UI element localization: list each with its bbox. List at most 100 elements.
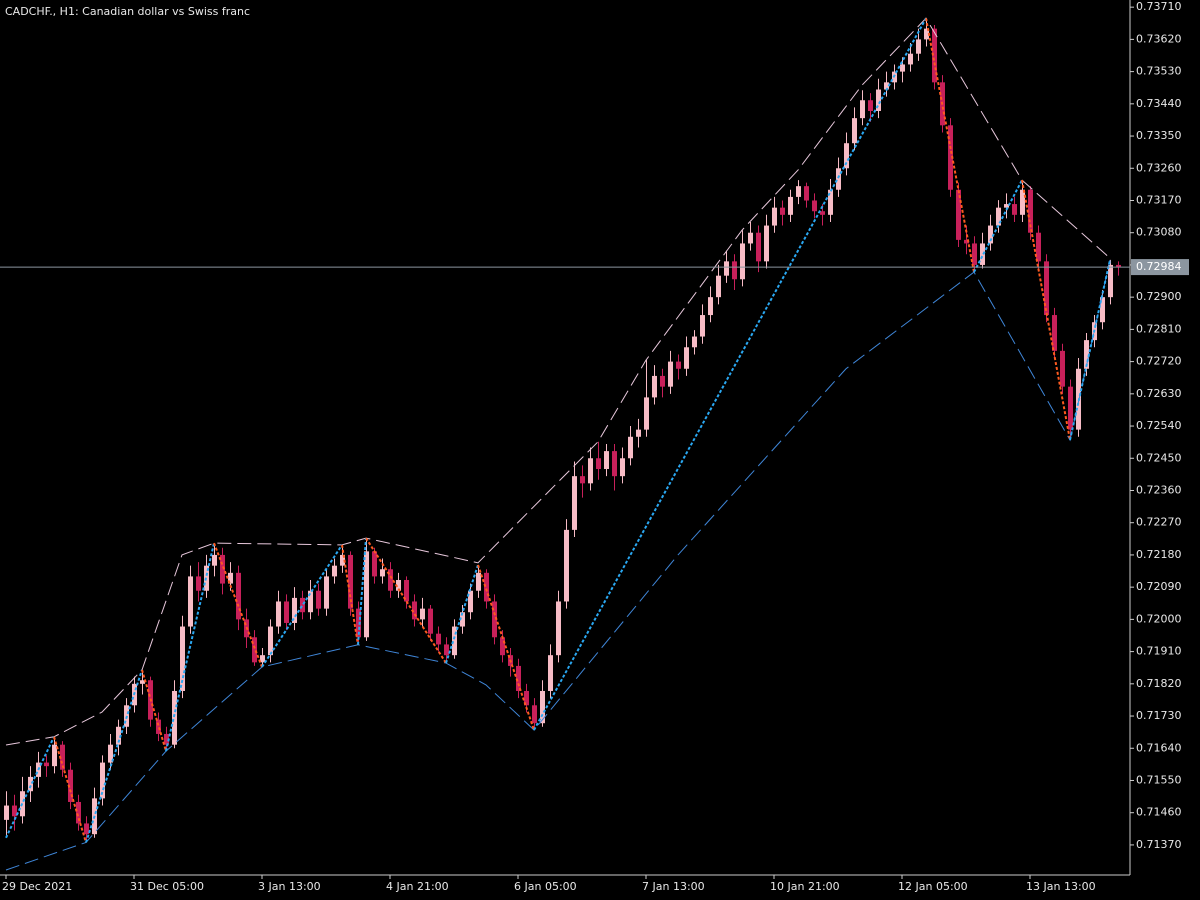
candle-body <box>276 601 281 627</box>
candle-body <box>1108 264 1113 298</box>
candle-body <box>340 554 345 566</box>
candle-body <box>724 261 729 276</box>
candle-body <box>532 705 537 724</box>
candle-body <box>844 143 849 169</box>
candle-body <box>228 572 233 584</box>
bid-label-box <box>1131 259 1189 276</box>
candle-body <box>1004 204 1009 208</box>
candle-body <box>364 551 369 638</box>
candle-body <box>956 189 961 240</box>
candle-body <box>1028 189 1033 233</box>
y-tick-label: 0.71730 <box>1136 709 1182 722</box>
candle-body <box>380 569 385 577</box>
candle-body <box>1116 264 1121 268</box>
x-tick-label: 7 Jan 13:00 <box>642 880 705 893</box>
candle-body <box>180 626 185 691</box>
candle-body <box>116 726 121 745</box>
candle-body <box>172 690 177 745</box>
bid-label: 0.72984 <box>1136 260 1182 273</box>
y-tick-label: 0.73170 <box>1136 193 1182 206</box>
candle-body <box>564 529 569 602</box>
candle-body <box>852 118 857 144</box>
candle-body <box>468 590 473 613</box>
candle-body <box>772 207 777 226</box>
candle-body <box>156 719 161 734</box>
candle-body <box>428 608 433 634</box>
y-tick-label: 0.72270 <box>1136 516 1182 529</box>
candle-body <box>820 211 825 215</box>
y-tick-label: 0.72360 <box>1136 483 1182 496</box>
candle-body <box>900 64 905 72</box>
candle-body <box>980 243 985 265</box>
y-tick-label: 0.72540 <box>1136 419 1182 432</box>
candle-body <box>540 690 545 724</box>
candle-body <box>108 744 113 763</box>
candle-body <box>76 801 81 824</box>
candle-body <box>740 243 745 280</box>
candle-body <box>404 579 409 602</box>
candle-body <box>476 572 481 591</box>
y-tick-label: 0.72900 <box>1136 290 1182 303</box>
candle-body <box>212 554 217 566</box>
candle-body <box>756 232 761 262</box>
x-tick-label: 31 Dec 05:00 <box>130 880 204 893</box>
candle-body <box>516 665 521 691</box>
candle-body <box>804 186 809 201</box>
chart-title: CADCHF., H1: Canadian dollar vs Swiss fr… <box>5 5 250 18</box>
candle-body <box>868 100 873 111</box>
candle-body <box>884 82 889 90</box>
y-tick-label: 0.73530 <box>1136 65 1182 78</box>
zigzag-segment <box>445 564 479 664</box>
candle-body <box>140 680 145 684</box>
y-tick-label: 0.72630 <box>1136 387 1182 400</box>
candle-body <box>700 315 705 337</box>
candle-body <box>492 601 497 638</box>
candle-body <box>732 261 737 280</box>
candle-body <box>332 565 337 577</box>
y-tick-label: 0.72810 <box>1136 322 1182 335</box>
candle-body <box>420 608 425 620</box>
y-tick-label: 0.73440 <box>1136 97 1182 110</box>
zigzag-segment <box>85 669 143 843</box>
y-tick-label: 0.73710 <box>1136 0 1182 13</box>
zigzag-segment <box>357 538 367 645</box>
candle-body <box>460 612 465 627</box>
candle-body <box>396 579 401 591</box>
candle-body <box>252 637 257 663</box>
candle-body <box>52 744 57 767</box>
candle-body <box>1012 204 1017 215</box>
zigzag-segment <box>341 544 359 645</box>
candle-body <box>908 53 913 65</box>
candle-body <box>316 590 321 609</box>
zigzag-segment <box>1021 179 1071 441</box>
y-tick-label: 0.72720 <box>1136 355 1182 368</box>
candle-body <box>580 476 585 484</box>
candle-body <box>308 590 313 613</box>
y-tick-label: 0.73350 <box>1136 129 1182 142</box>
candle-body <box>988 225 993 244</box>
y-tick-label: 0.72000 <box>1136 612 1182 625</box>
candle-body <box>500 637 505 656</box>
candle-body <box>652 375 657 398</box>
candle-body <box>556 601 561 656</box>
candle-body <box>860 100 865 119</box>
candle-body <box>764 225 769 262</box>
zigzag-segment <box>261 544 343 668</box>
candle-body <box>708 297 713 316</box>
zigzag-segment <box>165 542 215 752</box>
candle-body <box>1052 315 1057 351</box>
candle-body <box>812 200 817 212</box>
candle-body <box>444 644 449 656</box>
candle-body <box>356 608 361 638</box>
candle-body <box>692 336 697 348</box>
candle-body <box>684 347 689 369</box>
candle-body <box>324 576 329 609</box>
zigzag-segment <box>477 564 535 731</box>
zigzag-segment <box>213 542 263 668</box>
candle-body <box>60 744 65 770</box>
candle-body <box>412 601 417 620</box>
candle-body <box>1036 232 1041 262</box>
candle-body <box>1044 261 1049 316</box>
candle-body <box>260 655 265 663</box>
candle-body <box>948 125 953 190</box>
